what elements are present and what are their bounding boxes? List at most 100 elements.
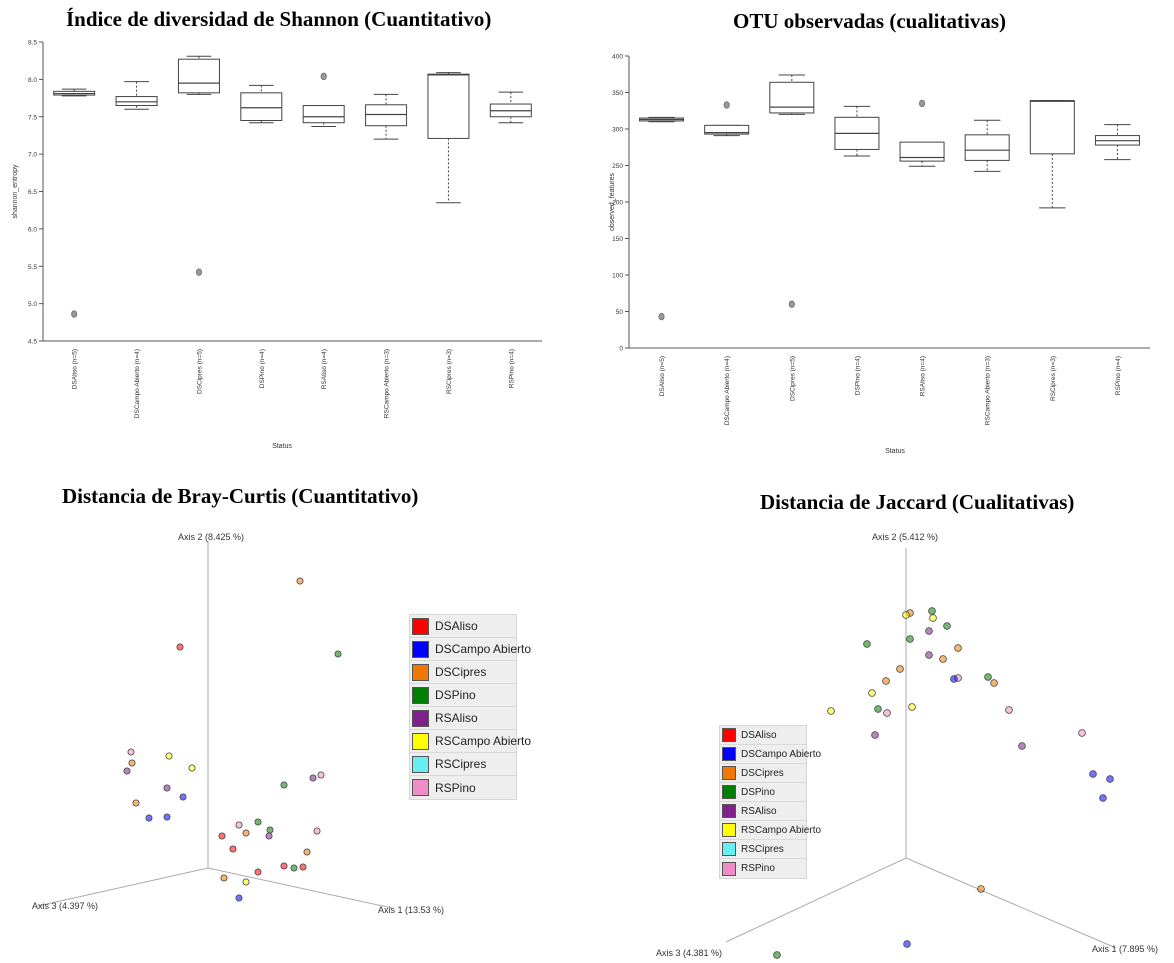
legend-color-swatch [412, 663, 429, 681]
legend-label: RSCipres [435, 757, 487, 771]
sample-point [290, 864, 298, 872]
iqr-box [1029, 100, 1075, 155]
sample-point [950, 675, 958, 683]
sample-point [309, 774, 317, 782]
y-tick-label: 5.0 [28, 301, 37, 308]
x-tick-label: RSAliso (n=4) [321, 349, 328, 389]
box-6 [427, 72, 470, 204]
legend-item[interactable]: DSCipres [410, 661, 516, 684]
legend-item[interactable]: RSAliso [720, 802, 806, 821]
legend-item[interactable]: RSAliso [410, 707, 516, 730]
legend-item[interactable]: DSCampo Abierto [410, 638, 531, 661]
legend-item[interactable]: RSCipres [720, 840, 806, 859]
y-tick-label: 400 [612, 54, 623, 61]
box-4 [302, 72, 345, 127]
iqr-box [427, 73, 470, 139]
legend-label: RSCampo Abierto [741, 824, 822, 836]
sample-point [299, 863, 307, 871]
shannon-chart-title: Índice de diversidad de Shannon (Cuantit… [66, 7, 492, 31]
outlier-point [320, 72, 327, 81]
legend-label: DSPino [741, 786, 775, 798]
legend-label: DSPino [435, 688, 476, 702]
legend-item[interactable]: RSPino [720, 859, 806, 878]
pcoa-axis-line [37, 867, 209, 907]
sample-point [145, 814, 153, 822]
x-tick-label: RSCipres (n=3) [446, 349, 453, 394]
box-4 [899, 99, 945, 167]
legend-item[interactable]: DSCampo Abierto [720, 745, 821, 764]
x-tick-label: DSCampo Abierto (n=4) [724, 356, 731, 425]
legend-item[interactable]: DSAliso [410, 615, 516, 638]
otu-chart-title: OTU observadas (cualitativas) [733, 9, 1006, 33]
sample-point [163, 784, 171, 792]
legend-color-swatch [722, 747, 736, 761]
legend-label: RSAliso [435, 711, 478, 725]
iqr-box [704, 124, 750, 135]
sample-point [242, 878, 250, 886]
legend-item[interactable]: DSCipres [720, 764, 806, 783]
iqr-box [769, 81, 815, 114]
legend-item[interactable]: RSPino [410, 776, 516, 799]
sample-point [1005, 706, 1013, 714]
outlier-point [658, 312, 665, 321]
box-3 [240, 84, 283, 124]
y-tick-label: 50 [616, 309, 624, 316]
sample-point [163, 813, 171, 821]
legend-label: DSAliso [435, 619, 478, 633]
legend-label: DSAliso [741, 729, 777, 741]
sample-point [127, 748, 135, 756]
x-axis-label: Status [885, 448, 905, 455]
iqr-box [899, 141, 945, 162]
legend-item[interactable]: DSPino [410, 684, 516, 707]
legend-item[interactable]: DSPino [720, 783, 806, 802]
legend-color-swatch [722, 766, 736, 780]
x-tick-label: RSCampo Abierto (n=3) [985, 356, 992, 425]
legend-label: RSPino [741, 863, 775, 874]
y-axis-label: observed_features [609, 173, 616, 231]
bray-curtis-chart-title: Distancia de Bray-Curtis (Cuantitativo) [62, 484, 419, 508]
iqr-box [365, 104, 408, 127]
sample-point [1078, 729, 1086, 737]
sample-point [863, 640, 871, 648]
jaccard-chart-title: Distancia de Jaccard (Cualitativas) [760, 490, 1075, 514]
sample-point [218, 832, 226, 840]
sample-point [896, 665, 904, 673]
pcoa-axis-label: Axis 2 (5.412 %) [872, 532, 938, 542]
legend-color-swatch [722, 861, 736, 876]
sample-point [928, 607, 936, 615]
sample-point [254, 868, 262, 876]
sample-point [229, 845, 237, 853]
legend-item[interactable]: RSCampo Abierto [410, 730, 531, 753]
box-7 [1094, 124, 1140, 161]
outlier-point [71, 310, 78, 318]
box-3 [834, 105, 880, 157]
legend-item[interactable]: RSCampo Abierto [720, 821, 821, 840]
box-5 [365, 93, 408, 140]
legend-item[interactable]: RSCipres [410, 753, 516, 776]
x-tick-label: RSPino (n=4) [508, 349, 515, 388]
sample-point [265, 832, 273, 840]
box-7 [489, 91, 532, 124]
x-tick-label: DSCipres (n=5) [789, 356, 796, 401]
pcoa-axis-line [905, 857, 1117, 949]
x-tick-label: RSAliso (n=4) [920, 356, 927, 396]
x-tick-label: DSCipres (n=5) [196, 349, 203, 394]
legend-color-swatch [412, 732, 429, 750]
y-tick-label: 7.0 [28, 152, 37, 159]
y-tick-label: 350 [612, 90, 623, 97]
sample-point [871, 731, 879, 739]
legend-color-swatch [412, 686, 429, 704]
outlier-point [788, 300, 795, 308]
legend-label: DSCipres [435, 665, 487, 679]
x-tick-label: DSPino (n=4) [259, 349, 266, 388]
x-tick-label: DSAliso (n=5) [72, 349, 79, 389]
sample-point [1089, 770, 1097, 778]
outlier-point [195, 268, 203, 276]
pcoa-axis-line [207, 867, 393, 909]
legend-item[interactable]: DSAliso [720, 726, 806, 745]
pcoa-axis-line [725, 857, 907, 943]
sample-point [984, 673, 992, 681]
sample-point [939, 655, 947, 663]
